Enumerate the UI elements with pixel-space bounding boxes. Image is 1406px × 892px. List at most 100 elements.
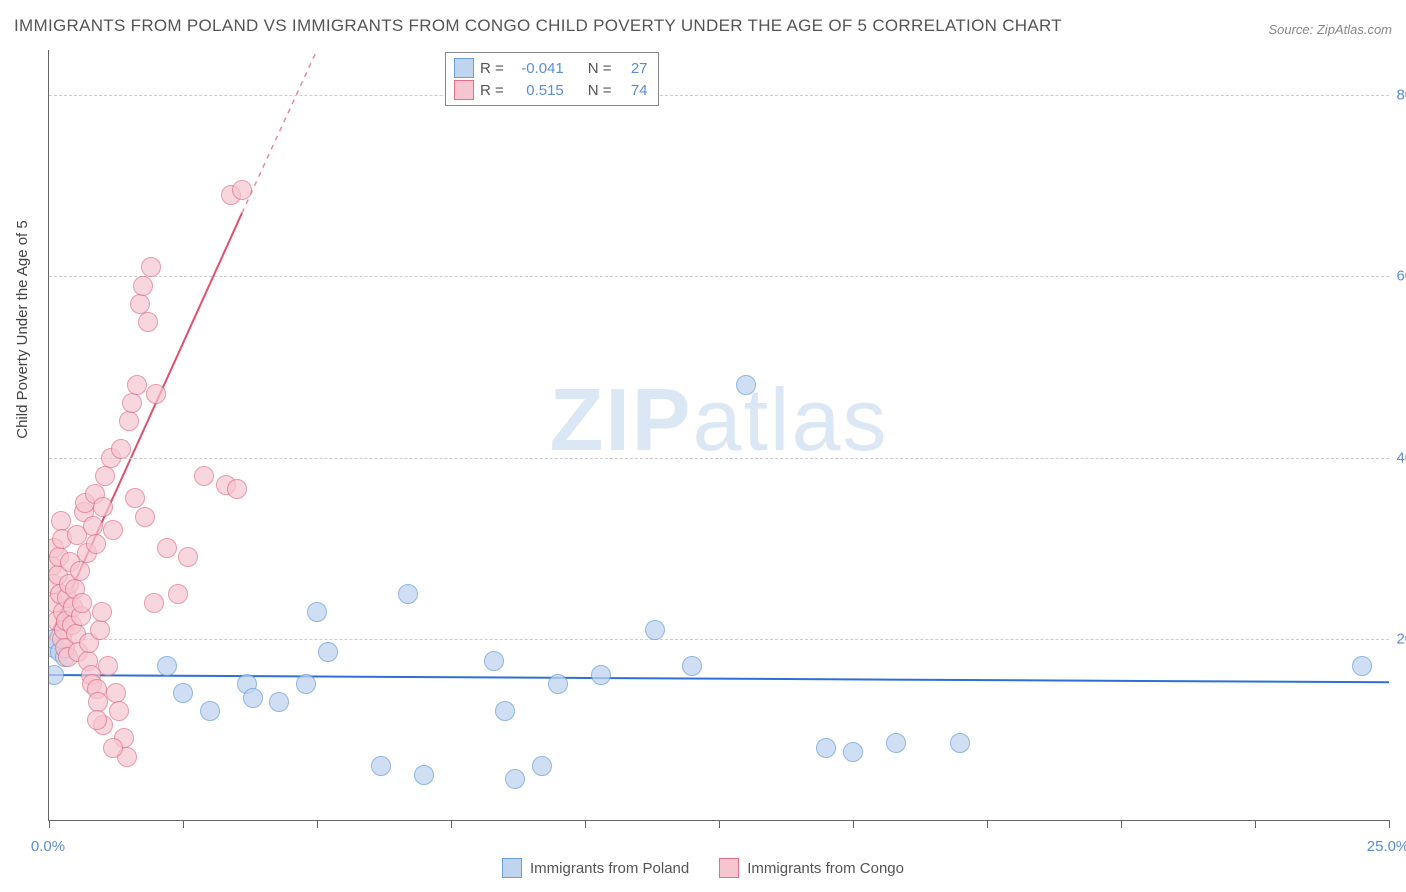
- data-point-poland: [1352, 656, 1372, 676]
- data-point-congo: [146, 384, 166, 404]
- swatch-icon: [502, 858, 522, 878]
- n-value: 74: [618, 82, 648, 99]
- data-point-congo: [133, 276, 153, 296]
- x-tick-label: 0.0%: [31, 838, 65, 855]
- data-point-poland: [318, 642, 338, 662]
- legend-item-poland: Immigrants from Poland: [502, 858, 689, 878]
- plot-inner: [49, 50, 1389, 820]
- data-point-congo: [135, 507, 155, 527]
- data-point-congo: [109, 701, 129, 721]
- n-value: 27: [618, 60, 648, 77]
- data-point-congo: [70, 561, 90, 581]
- source-label: Source: ZipAtlas.com: [1268, 22, 1392, 37]
- data-point-poland: [296, 674, 316, 694]
- data-point-congo: [144, 593, 164, 613]
- data-point-poland: [243, 688, 263, 708]
- x-tick: [451, 820, 452, 828]
- data-point-poland: [173, 683, 193, 703]
- x-tick: [49, 820, 50, 828]
- gridline: [49, 276, 1389, 277]
- legend-label: Immigrants from Congo: [747, 860, 904, 877]
- data-point-poland: [371, 756, 391, 776]
- y-tick-label: 40.0%: [1379, 449, 1406, 466]
- data-point-congo: [194, 466, 214, 486]
- data-point-congo: [127, 375, 147, 395]
- data-point-congo: [227, 479, 247, 499]
- data-point-poland: [886, 733, 906, 753]
- data-point-congo: [87, 710, 107, 730]
- y-axis-label: Child Poverty Under the Age of 5: [14, 220, 31, 438]
- data-point-congo: [125, 488, 145, 508]
- data-point-congo: [119, 411, 139, 431]
- r-value: 0.515: [510, 82, 564, 99]
- data-point-congo: [92, 602, 112, 622]
- corr-legend-row: R = 0.515 N = 74: [454, 79, 648, 101]
- data-point-congo: [95, 466, 115, 486]
- data-point-poland: [269, 692, 289, 712]
- data-point-poland: [548, 674, 568, 694]
- swatch-icon: [719, 858, 739, 878]
- x-tick: [1121, 820, 1122, 828]
- corr-legend-row: R = -0.041 N = 27: [454, 57, 648, 79]
- gridline: [49, 639, 1389, 640]
- data-point-congo: [138, 312, 158, 332]
- data-point-poland: [843, 742, 863, 762]
- data-point-congo: [232, 180, 252, 200]
- gridline: [49, 95, 1389, 96]
- data-point-congo: [103, 520, 123, 540]
- x-tick: [1255, 820, 1256, 828]
- data-point-poland: [398, 584, 418, 604]
- data-point-congo: [86, 534, 106, 554]
- data-point-congo: [111, 439, 131, 459]
- correlation-legend: R = -0.041 N = 27 R = 0.515 N = 74: [445, 52, 659, 106]
- regression-line: [242, 50, 317, 213]
- plot-area: ZIPatlas 20.0%40.0%60.0%80.0%: [48, 50, 1389, 821]
- data-point-congo: [130, 294, 150, 314]
- n-label: N =: [588, 60, 612, 77]
- data-point-poland: [950, 733, 970, 753]
- data-point-poland: [591, 665, 611, 685]
- r-label: R =: [480, 82, 504, 99]
- x-tick: [585, 820, 586, 828]
- data-point-poland: [532, 756, 552, 776]
- data-point-poland: [736, 375, 756, 395]
- y-tick-label: 60.0%: [1379, 268, 1406, 285]
- data-point-poland: [414, 765, 434, 785]
- data-point-poland: [495, 701, 515, 721]
- data-point-poland: [307, 602, 327, 622]
- r-value: -0.041: [510, 60, 564, 77]
- chart-container: IMMIGRANTS FROM POLAND VS IMMIGRANTS FRO…: [0, 0, 1406, 892]
- data-point-congo: [122, 393, 142, 413]
- x-tick: [853, 820, 854, 828]
- n-label: N =: [588, 82, 612, 99]
- x-tick: [719, 820, 720, 828]
- x-tick: [317, 820, 318, 828]
- data-point-poland: [200, 701, 220, 721]
- data-point-congo: [168, 584, 188, 604]
- data-point-poland: [645, 620, 665, 640]
- data-point-congo: [93, 497, 113, 517]
- data-point-congo: [72, 593, 92, 613]
- data-point-congo: [103, 738, 123, 758]
- data-point-poland: [816, 738, 836, 758]
- gridline: [49, 458, 1389, 459]
- x-tick: [1389, 820, 1390, 828]
- legend-item-congo: Immigrants from Congo: [719, 858, 904, 878]
- series-legend: Immigrants from Poland Immigrants from C…: [0, 858, 1406, 878]
- data-point-congo: [90, 620, 110, 640]
- legend-label: Immigrants from Poland: [530, 860, 689, 877]
- x-tick: [987, 820, 988, 828]
- data-point-congo: [98, 656, 118, 676]
- data-point-congo: [83, 516, 103, 536]
- r-label: R =: [480, 60, 504, 77]
- y-tick-label: 80.0%: [1379, 87, 1406, 104]
- data-point-poland: [157, 656, 177, 676]
- x-tick: [183, 820, 184, 828]
- swatch-icon: [454, 58, 474, 78]
- x-tick-label: 25.0%: [1367, 838, 1406, 855]
- data-point-congo: [178, 547, 198, 567]
- y-tick-label: 20.0%: [1379, 630, 1406, 647]
- data-point-poland: [505, 769, 525, 789]
- data-point-poland: [682, 656, 702, 676]
- swatch-icon: [454, 80, 474, 100]
